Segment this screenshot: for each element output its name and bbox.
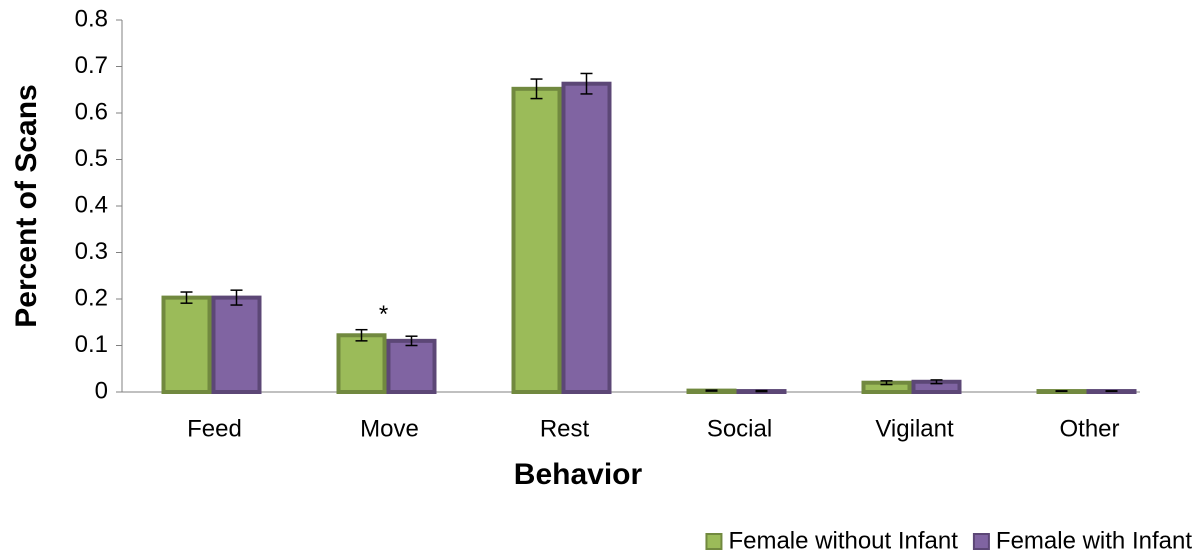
legend-label: Female without Infant xyxy=(728,527,958,554)
x-axis-label: Behavior xyxy=(514,458,643,491)
y-tick-label: 0.2 xyxy=(75,284,108,311)
legend-label: Female with Infant xyxy=(996,527,1192,554)
x-tick-label: Vigilant xyxy=(875,415,954,442)
error-bar xyxy=(705,389,718,392)
y-tick-label: 0.5 xyxy=(75,145,108,172)
y-tick-label: 0.7 xyxy=(75,52,108,79)
error-bar xyxy=(355,328,368,342)
error-bar xyxy=(180,291,193,304)
x-tick-label: Feed xyxy=(187,415,242,442)
y-tick-label: 0.3 xyxy=(75,238,108,265)
error-bar xyxy=(755,389,768,393)
bar xyxy=(511,86,562,394)
error-bar xyxy=(580,72,593,95)
y-tick-label: 0.8 xyxy=(75,5,108,32)
x-tick-label: Social xyxy=(707,415,772,442)
bar xyxy=(561,81,612,395)
bar xyxy=(161,295,212,395)
legend-swatch xyxy=(705,533,723,550)
x-tick-label: Move xyxy=(360,415,419,442)
y-tick-label: 0 xyxy=(95,377,108,404)
y-tick-label: 0.6 xyxy=(75,98,108,125)
annotation: * xyxy=(379,301,388,328)
error-bar xyxy=(405,335,418,347)
error-bar xyxy=(930,379,943,385)
bar xyxy=(211,295,262,395)
x-tick-label: Other xyxy=(1059,415,1119,442)
error-bar xyxy=(530,78,543,100)
error-bar xyxy=(880,380,893,386)
y-axis-label: Percent of Scans xyxy=(10,84,43,327)
bar xyxy=(336,333,387,394)
error-bar xyxy=(230,289,243,306)
x-tick-label: Rest xyxy=(540,415,590,442)
y-tick-label: 0.1 xyxy=(75,331,108,358)
y-tick-label: 0.4 xyxy=(75,191,108,218)
legend-swatch xyxy=(972,533,990,550)
bar xyxy=(386,338,437,395)
